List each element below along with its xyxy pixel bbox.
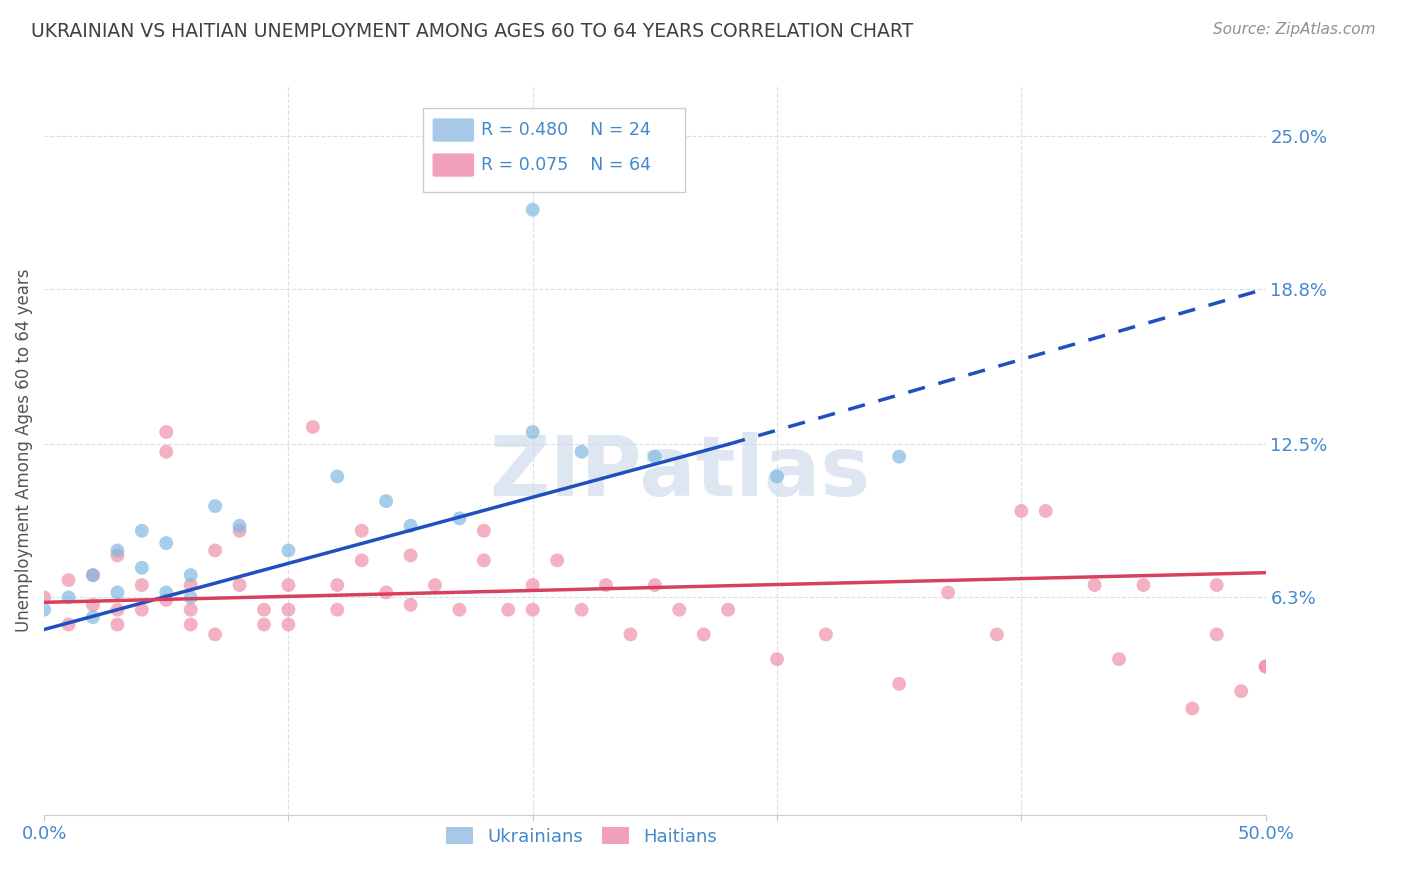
Point bbox=[82, 568, 104, 582]
Point bbox=[326, 603, 349, 617]
Point bbox=[1205, 627, 1227, 641]
Point bbox=[253, 617, 276, 632]
Point bbox=[522, 425, 544, 439]
Point bbox=[82, 598, 104, 612]
Point bbox=[693, 627, 716, 641]
Point bbox=[155, 536, 177, 550]
Point bbox=[131, 578, 153, 592]
Text: UKRAINIAN VS HAITIAN UNEMPLOYMENT AMONG AGES 60 TO 64 YEARS CORRELATION CHART: UKRAINIAN VS HAITIAN UNEMPLOYMENT AMONG … bbox=[31, 22, 912, 41]
Point bbox=[595, 578, 617, 592]
Point bbox=[766, 469, 789, 483]
Point bbox=[58, 573, 80, 587]
Point bbox=[155, 444, 177, 458]
Point bbox=[277, 617, 299, 632]
Point bbox=[986, 627, 1008, 641]
Point bbox=[82, 610, 104, 624]
Point bbox=[180, 568, 202, 582]
Point bbox=[1205, 578, 1227, 592]
Point bbox=[180, 617, 202, 632]
Point bbox=[1254, 659, 1277, 673]
FancyBboxPatch shape bbox=[423, 108, 685, 192]
Point bbox=[204, 627, 226, 641]
FancyBboxPatch shape bbox=[433, 119, 474, 142]
Point bbox=[180, 578, 202, 592]
Point bbox=[131, 560, 153, 574]
Point bbox=[155, 592, 177, 607]
Point bbox=[228, 578, 250, 592]
Point bbox=[375, 494, 398, 508]
Point bbox=[472, 553, 495, 567]
Point bbox=[107, 549, 129, 563]
Point bbox=[32, 603, 55, 617]
Point bbox=[717, 603, 740, 617]
Point bbox=[326, 469, 349, 483]
Point bbox=[1035, 504, 1057, 518]
Point bbox=[155, 585, 177, 599]
Point bbox=[1132, 578, 1154, 592]
Point bbox=[619, 627, 641, 641]
Point bbox=[350, 524, 373, 538]
Point bbox=[326, 578, 349, 592]
Point bbox=[571, 444, 593, 458]
Point bbox=[277, 543, 299, 558]
Point bbox=[155, 425, 177, 439]
Point bbox=[107, 585, 129, 599]
Point bbox=[472, 524, 495, 538]
Point bbox=[889, 450, 911, 464]
Point bbox=[522, 603, 544, 617]
Point bbox=[228, 518, 250, 533]
Point bbox=[277, 603, 299, 617]
Point bbox=[644, 578, 666, 592]
Point bbox=[180, 603, 202, 617]
Point bbox=[1254, 659, 1277, 673]
Point bbox=[399, 518, 422, 533]
Point bbox=[936, 585, 959, 599]
Point bbox=[766, 652, 789, 666]
Point bbox=[82, 568, 104, 582]
Point bbox=[58, 591, 80, 605]
Point bbox=[32, 591, 55, 605]
Point bbox=[399, 549, 422, 563]
Point bbox=[107, 617, 129, 632]
Point bbox=[131, 603, 153, 617]
Point bbox=[814, 627, 837, 641]
Text: R = 0.480    N = 24: R = 0.480 N = 24 bbox=[481, 121, 651, 139]
Point bbox=[1108, 652, 1130, 666]
Point bbox=[449, 603, 471, 617]
Point bbox=[668, 603, 690, 617]
FancyBboxPatch shape bbox=[433, 153, 474, 177]
Point bbox=[644, 450, 666, 464]
Text: Source: ZipAtlas.com: Source: ZipAtlas.com bbox=[1212, 22, 1375, 37]
Text: R = 0.075    N = 64: R = 0.075 N = 64 bbox=[481, 156, 651, 174]
Point bbox=[302, 420, 325, 434]
Point bbox=[204, 499, 226, 513]
Point bbox=[228, 524, 250, 538]
Point bbox=[180, 591, 202, 605]
Point bbox=[131, 524, 153, 538]
Point bbox=[1084, 578, 1107, 592]
Legend: Ukrainians, Haitians: Ukrainians, Haitians bbox=[439, 821, 724, 853]
Point bbox=[253, 603, 276, 617]
Point bbox=[498, 603, 520, 617]
Point bbox=[546, 553, 568, 567]
Point bbox=[58, 617, 80, 632]
Point bbox=[1230, 684, 1253, 698]
Point bbox=[449, 511, 471, 525]
Point bbox=[399, 598, 422, 612]
Point bbox=[1010, 504, 1032, 518]
Point bbox=[1181, 701, 1204, 715]
Point bbox=[375, 585, 398, 599]
Point bbox=[423, 578, 446, 592]
Point bbox=[204, 543, 226, 558]
Point bbox=[107, 543, 129, 558]
Point bbox=[277, 578, 299, 592]
Text: ZIPatlas: ZIPatlas bbox=[489, 432, 870, 513]
Point bbox=[350, 553, 373, 567]
Point bbox=[571, 603, 593, 617]
Point bbox=[889, 677, 911, 691]
Point bbox=[522, 578, 544, 592]
Point bbox=[107, 603, 129, 617]
Y-axis label: Unemployment Among Ages 60 to 64 years: Unemployment Among Ages 60 to 64 years bbox=[15, 268, 32, 632]
Point bbox=[522, 202, 544, 217]
